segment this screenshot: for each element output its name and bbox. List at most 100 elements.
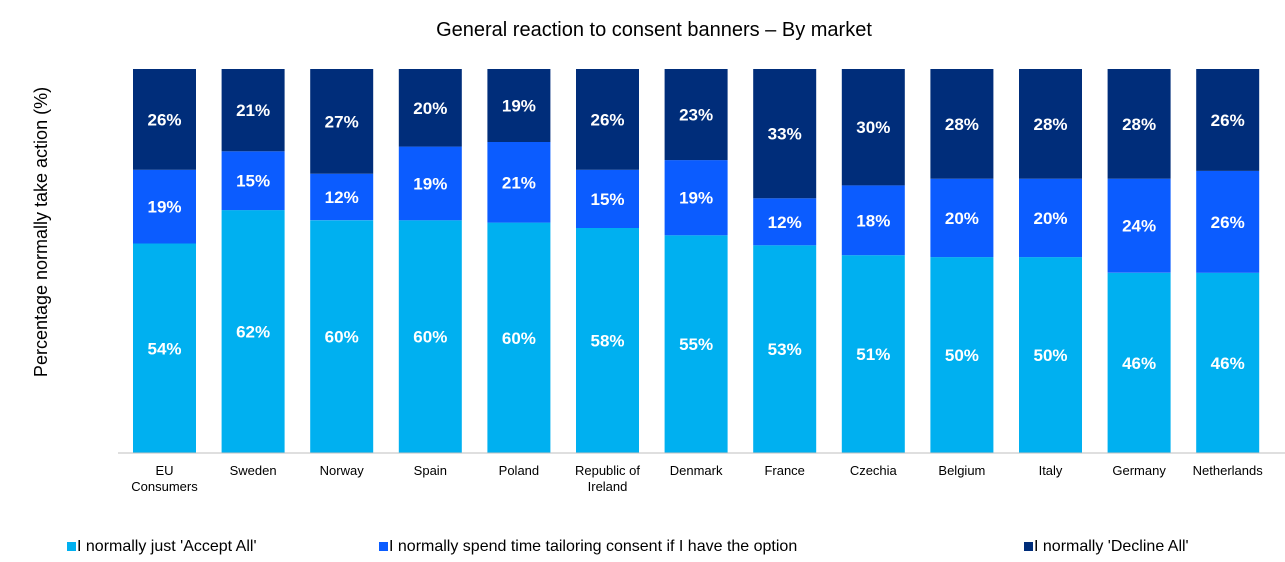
x-tick-label-5-1: Ireland — [588, 479, 628, 494]
bar-segment-4-2 — [487, 69, 551, 142]
legend-swatch-0 — [67, 542, 76, 551]
data-label-5-1: 15% — [590, 190, 624, 209]
legend-label-1: I normally spend time tailoring consent … — [389, 538, 797, 555]
y-axis-label: Percentage normally take action (%) — [31, 87, 51, 377]
bar-segment-9-0 — [930, 257, 994, 453]
bar-segment-12-1 — [1196, 170, 1260, 273]
bar-segment-10-0 — [1019, 257, 1082, 453]
data-label-3-0: 60% — [413, 328, 447, 347]
bar-segment-2-2 — [310, 69, 374, 174]
data-label-6-1: 19% — [679, 189, 713, 208]
bar-segment-1-1 — [221, 151, 285, 211]
bar-segment-0-0 — [133, 243, 196, 453]
bar-segment-7-2 — [753, 69, 817, 199]
data-label-9-1: 20% — [945, 209, 979, 228]
data-label-2-0: 60% — [325, 328, 359, 347]
bar-segment-2-0 — [310, 220, 374, 453]
data-label-4-2: 19% — [502, 97, 536, 116]
bar-segment-9-1 — [930, 178, 994, 258]
legend-label-0: I normally just 'Accept All' — [77, 538, 257, 555]
data-label-12-2: 26% — [1211, 111, 1245, 130]
bar-segment-3-1 — [398, 146, 462, 221]
data-label-10-1: 20% — [1033, 209, 1067, 228]
x-tick-label-3-0: Spain — [414, 463, 447, 478]
data-label-11-1: 24% — [1122, 217, 1156, 236]
data-label-8-2: 30% — [856, 118, 890, 137]
x-tick-label-10-0: Italy — [1039, 463, 1063, 478]
x-tick-label-2-0: Norway — [320, 463, 365, 478]
bar-segment-12-0 — [1196, 272, 1260, 453]
bar-segment-7-1 — [753, 198, 817, 246]
bar-segment-3-0 — [398, 220, 462, 453]
bar-segment-0-1 — [133, 169, 196, 244]
legend-swatch-1 — [379, 542, 388, 551]
bar-segment-7-0 — [753, 245, 817, 453]
bar-segment-1-2 — [221, 69, 285, 152]
bar-segment-12-2 — [1196, 69, 1260, 171]
x-tick-label-0-1: Consumers — [131, 479, 198, 494]
data-label-6-2: 23% — [679, 106, 713, 125]
x-tick-label-8-0: Czechia — [850, 463, 898, 478]
x-tick-label-5-0: Republic of — [575, 463, 640, 478]
legend-label-2: I normally 'Decline All' — [1034, 538, 1189, 555]
bar-segment-8-1 — [841, 185, 905, 256]
x-tick-label-7-0: France — [764, 463, 804, 478]
bar-segment-4-1 — [487, 142, 551, 223]
bar-segment-11-1 — [1107, 178, 1171, 273]
x-tick-label-11-0: Germany — [1112, 463, 1166, 478]
bar-segment-11-2 — [1107, 69, 1171, 179]
data-label-8-1: 18% — [856, 211, 890, 230]
x-tick-label-12-0: Netherlands — [1193, 463, 1264, 478]
data-label-1-0: 62% — [236, 323, 270, 342]
data-label-10-2: 28% — [1033, 115, 1067, 134]
x-tick-label-0-0: EU — [155, 463, 173, 478]
x-tick-label-1-0: Sweden — [230, 463, 277, 478]
data-label-12-0: 46% — [1211, 354, 1245, 373]
bar-segment-4-0 — [487, 222, 551, 453]
data-label-0-1: 19% — [147, 198, 181, 217]
bar-segment-5-1 — [576, 169, 639, 228]
data-label-8-0: 51% — [856, 345, 890, 364]
legend-swatch-2 — [1024, 542, 1033, 551]
data-label-7-2: 33% — [768, 125, 802, 144]
legend: I normally just 'Accept All' I normally s… — [67, 538, 1189, 555]
data-label-2-1: 12% — [325, 188, 359, 207]
bars-group: 54% 19% 26% 62% 15% 21% 60% 12% 27% 60% 19% 20% 60% 2… — [133, 69, 1260, 453]
data-label-12-1: 26% — [1211, 213, 1245, 232]
chart-title: General reaction to consent banners – By… — [436, 19, 872, 41]
bar-segment-6-1 — [664, 160, 728, 236]
data-label-11-2: 28% — [1122, 115, 1156, 134]
data-label-0-2: 26% — [147, 110, 181, 129]
bar-segment-2-1 — [310, 173, 374, 221]
bar-segment-5-2 — [576, 69, 639, 170]
bar-segment-11-0 — [1107, 272, 1171, 453]
bar-segment-0-2 — [133, 69, 196, 170]
bar-segment-8-0 — [841, 255, 905, 453]
data-label-1-1: 15% — [236, 172, 270, 191]
data-label-9-2: 28% — [945, 115, 979, 134]
data-label-7-1: 12% — [768, 213, 802, 232]
x-tick-label-6-0: Denmark — [670, 463, 723, 478]
x-tick-label-9-0: Belgium — [938, 463, 985, 478]
data-label-7-0: 53% — [768, 340, 802, 359]
data-label-4-1: 21% — [502, 173, 536, 192]
data-label-3-2: 20% — [413, 99, 447, 118]
data-label-6-0: 55% — [679, 335, 713, 354]
data-label-3-1: 19% — [413, 174, 447, 193]
bar-segment-3-2 — [398, 69, 462, 147]
data-label-11-0: 46% — [1122, 354, 1156, 373]
data-label-2-2: 27% — [325, 112, 359, 131]
x-tick-label-4-0: Poland — [499, 463, 539, 478]
data-label-9-0: 50% — [945, 346, 979, 365]
data-label-5-0: 58% — [590, 332, 624, 351]
data-label-5-2: 26% — [590, 110, 624, 129]
bar-segment-10-2 — [1019, 69, 1082, 179]
bar-segment-9-2 — [930, 69, 994, 179]
bar-segment-5-0 — [576, 228, 639, 453]
bar-segment-10-1 — [1019, 178, 1082, 258]
bar-segment-1-0 — [221, 210, 285, 453]
data-label-1-2: 21% — [236, 101, 270, 120]
